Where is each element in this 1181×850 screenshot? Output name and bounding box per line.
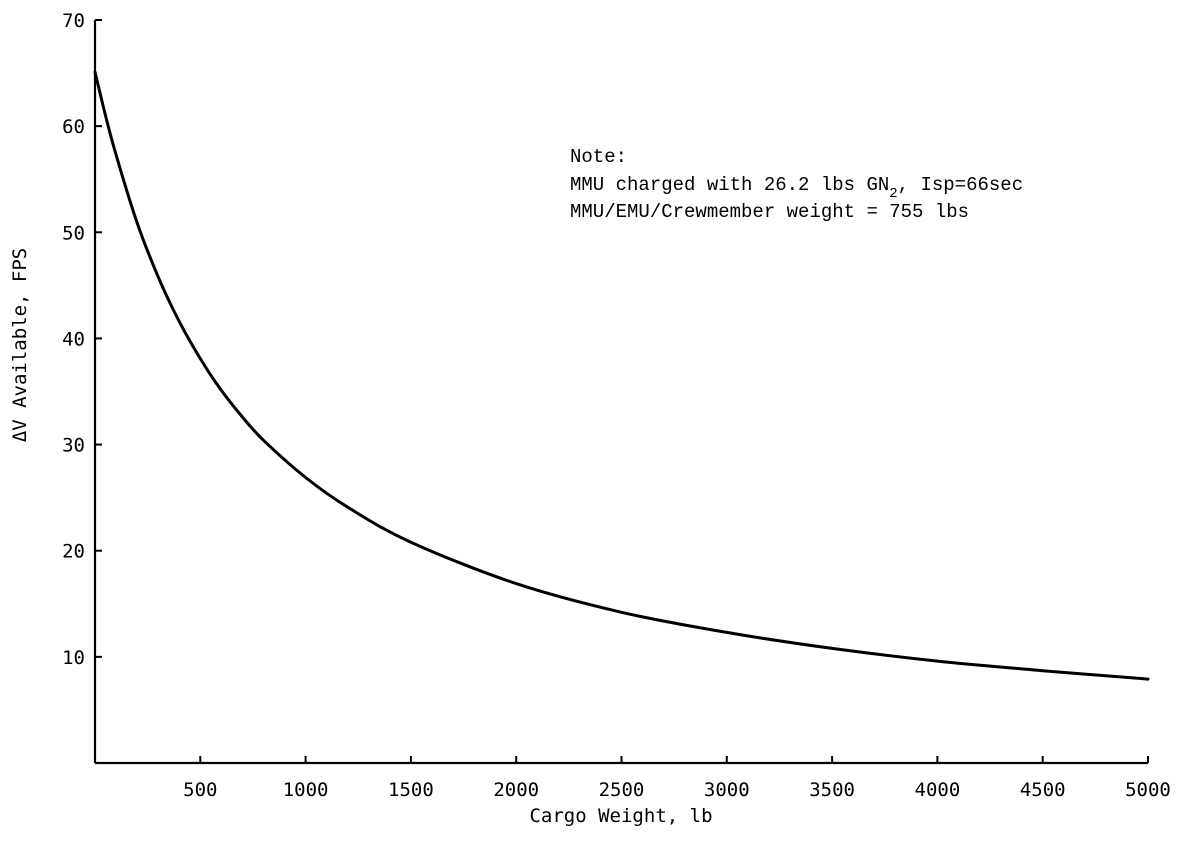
x-tick-label-3000: 3000 xyxy=(704,779,750,801)
y-ticks: 10 20 30 40 50 60 70 xyxy=(62,10,102,669)
y-tick-label-20: 20 xyxy=(62,541,85,563)
note-line-1-text: MMU charged with 26.2 lbs GN xyxy=(570,174,889,196)
x-ticks: 500 1000 1500 2000 2500 3000 3500 4000 4500 5000 xyxy=(183,756,1171,801)
x-tick-label-2000: 2000 xyxy=(493,779,539,801)
note-line-2: MMU/EMU/Crewmember weight = 755 lbs xyxy=(570,201,969,223)
x-tick-label-3500: 3500 xyxy=(809,779,855,801)
note-subscript: 2 xyxy=(889,186,897,202)
x-tick-label-1500: 1500 xyxy=(388,779,434,801)
note-title: Note: xyxy=(570,146,627,168)
x-tick-label-4000: 4000 xyxy=(915,779,961,801)
y-tick-label-60: 60 xyxy=(62,116,85,138)
y-tick-label-40: 40 xyxy=(62,328,85,350)
x-tick-label-1000: 1000 xyxy=(283,779,329,801)
y-axis-title: ΔV Available, FPS xyxy=(9,248,31,442)
x-tick-label-500: 500 xyxy=(183,779,217,801)
y-tick-label-70: 70 xyxy=(62,10,85,32)
series-line xyxy=(93,70,1150,681)
y-tick-label-10: 10 xyxy=(62,647,85,669)
note-line-1: MMU charged with 26.2 lbs GN2, Isp=66sec xyxy=(570,174,1023,202)
note-annotation: Note: MMU charged with 26.2 lbs GN2, Isp… xyxy=(570,146,1023,223)
x-axis-title: Cargo Weight, lb xyxy=(529,805,712,827)
x-tick-label-2500: 2500 xyxy=(599,779,645,801)
x-tick-label-4500: 4500 xyxy=(1020,779,1066,801)
axes xyxy=(93,20,1148,765)
y-tick-label-50: 50 xyxy=(62,222,85,244)
x-tick-label-5000: 5000 xyxy=(1125,779,1171,801)
y-tick-label-30: 30 xyxy=(62,435,85,457)
note-line-1-suffix: , Isp=66sec xyxy=(898,174,1023,196)
